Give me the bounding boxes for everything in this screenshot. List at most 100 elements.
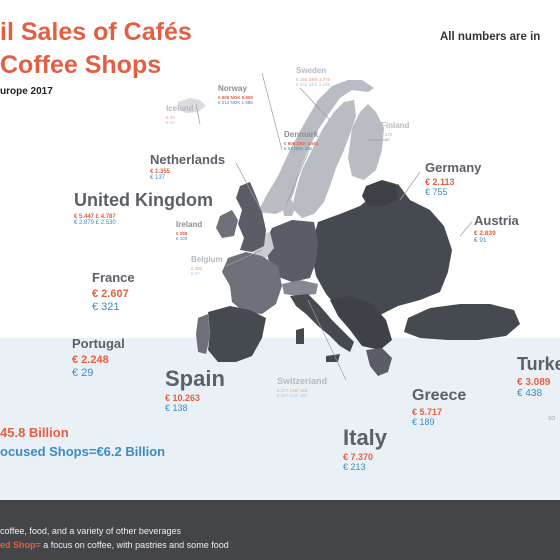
sardinia-shape xyxy=(296,328,304,344)
label-greece: Greece € 5.717 € 189 xyxy=(412,387,466,427)
country-name: United Kingdom xyxy=(74,190,213,210)
sales-value: € 5.447 £ 4.787 xyxy=(74,214,116,220)
label-ireland: Ireland € 288 € 103 xyxy=(176,220,202,241)
footer-definition-term: ed Shop= xyxy=(0,540,41,550)
country-name: Iceland xyxy=(166,104,194,113)
country-name: Greece xyxy=(412,387,467,404)
coffee-shop-value: € 213 xyxy=(343,462,366,472)
coffee-shop-value: € 213 NOK 1.985 xyxy=(218,100,253,105)
label-denmark: Denmark € 605 DKK 4.501 € 51 DKK 453 xyxy=(284,130,319,151)
sicily-shape xyxy=(326,354,340,362)
total-coffee-shops-line: ocused Shops=€6.2 Billion xyxy=(0,444,166,459)
sales-value: € 10.263 xyxy=(165,393,201,403)
baltic-states-shape xyxy=(362,180,398,206)
label-sweden: Sweden € 184 SEK 1.770 € 331 SEK 3.185 xyxy=(296,66,330,87)
label-norway: Norway € 606 NOK 5.650 € 213 NOK 1.985 xyxy=(218,84,253,105)
label-switzerland: Switzerland € 277 CHF 310 € 257 CHF 297 xyxy=(277,376,327,398)
sales-value: € 288 xyxy=(176,231,188,236)
total-sales-line: 45.8 Billion xyxy=(0,425,69,440)
coffee-shop-value: € 91 xyxy=(474,237,487,244)
label-united-kingdom: United Kingdom € 5.447 £ 4.787 € 2.879 £… xyxy=(74,190,213,226)
europe-map xyxy=(178,72,520,381)
balkans-shape xyxy=(330,296,392,350)
country-name: Turke xyxy=(517,354,560,374)
country-name: Belgium xyxy=(191,255,223,264)
iceland-shape xyxy=(178,98,206,113)
sales-value: € 277 CHF 310 xyxy=(277,388,308,393)
coffee-shop-value: € 331 SEK 3.185 xyxy=(296,82,331,87)
sales-value: € 10 xyxy=(166,115,175,120)
label-turkey: Turke € 3.089 € 438 xyxy=(517,354,560,399)
country-name: Finland xyxy=(381,121,410,130)
sales-value: € 5.717 xyxy=(412,407,443,417)
sales-value: € 3.089 xyxy=(517,377,551,388)
label-finland: Finland € 170 € 38 xyxy=(381,121,409,142)
italy-shape xyxy=(290,294,354,352)
label-iceland: Iceland € 10 € 10 xyxy=(166,104,194,125)
coffee-shop-value: € 38 xyxy=(381,137,390,142)
central-europe-shape xyxy=(266,220,318,282)
sales-value: € 605 DKK 4.501 xyxy=(284,141,319,146)
country-name: Netherlands xyxy=(150,152,226,167)
sales-value: € 383 xyxy=(191,266,203,271)
coffee-shop-value: € 2.879 £ 2.530 xyxy=(74,220,116,226)
greece-shape xyxy=(366,348,392,376)
country-name: Italy xyxy=(343,425,388,450)
coffee-shop-value: € 138 xyxy=(165,403,188,413)
coffee-shop-value: € 438 xyxy=(517,388,543,399)
sales-value: € 2.839 xyxy=(474,230,496,237)
sales-value: € 1.355 xyxy=(150,169,171,175)
label-portugal: Portugal € 2.248 € 29 xyxy=(72,336,125,379)
label-france: France € 2.607 € 321 xyxy=(92,270,135,313)
country-name: Germany xyxy=(425,160,482,175)
sales-value: € 2.113 xyxy=(425,177,455,187)
ireland-shape xyxy=(216,210,238,238)
label-spain: Spain € 10.263 € 138 xyxy=(165,366,225,413)
coffee-shop-value: € 103 xyxy=(176,236,188,241)
title-line-2: Coffee Shops xyxy=(0,51,162,79)
alpine-shape xyxy=(282,280,318,296)
sales-value: € 2.248 xyxy=(72,354,109,366)
subtitle: urope 2017 xyxy=(0,86,53,97)
label-austria: Austria € 2.839 € 91 xyxy=(474,213,519,244)
coffee-shop-value: € 189 xyxy=(412,417,435,427)
country-name: Portugal xyxy=(72,336,125,351)
label-belgium: Belgium € 383 € 37 xyxy=(191,255,223,276)
spain-shape xyxy=(208,306,266,362)
footer-definition-1: coffee, food, and a variety of other bev… xyxy=(0,526,181,536)
turkey-shape xyxy=(404,304,520,340)
portugal-shape xyxy=(196,314,210,354)
sales-value: € 7.370 xyxy=(343,452,374,462)
country-name: Switzerland xyxy=(277,376,328,386)
label-italy: Italy € 7.370 € 213 xyxy=(343,425,387,472)
footer-definition-2: ed Shop= a focus on coffee, with pastrie… xyxy=(0,540,229,550)
france-shape xyxy=(222,252,282,314)
coffee-shop-value: € 51 DKK 453 xyxy=(284,146,313,151)
country-name: France xyxy=(92,270,135,285)
sales-value: € 184 SEK 1.770 xyxy=(296,77,331,82)
finland-shape xyxy=(348,104,384,180)
country-name: Ireland xyxy=(176,220,203,229)
currency-note: All numbers are in xyxy=(440,31,541,43)
sales-value: € 606 NOK 5.650 xyxy=(218,95,254,100)
country-name: Sweden xyxy=(296,66,327,75)
title-line-1: il Sales of Cafés xyxy=(0,18,192,46)
uk-shape xyxy=(236,182,266,252)
coffee-shop-value: € 37 xyxy=(191,271,200,276)
sales-value: € 2.607 xyxy=(92,288,129,300)
sweden-shape xyxy=(292,100,356,218)
sea-band xyxy=(0,338,560,500)
eastern-europe-shape xyxy=(312,184,452,328)
country-name: Austria xyxy=(474,213,519,228)
label-netherlands: Netherlands € 1.355 € 137 xyxy=(150,152,225,181)
country-name: Spain xyxy=(165,366,225,391)
country-name: Denmark xyxy=(284,130,319,139)
footer-bar: coffee, food, and a variety of other bev… xyxy=(0,500,560,560)
country-name: Norway xyxy=(218,84,247,93)
coffee-shop-value: € 10 xyxy=(166,120,175,125)
footer-definition-text: a focus on coffee, with pastries and som… xyxy=(40,540,229,550)
norway-shape xyxy=(258,80,374,214)
coffee-shop-value: € 755 xyxy=(425,187,448,197)
label-germany: Germany € 2.113 € 755 xyxy=(425,160,481,197)
source-label: SO xyxy=(548,416,556,422)
